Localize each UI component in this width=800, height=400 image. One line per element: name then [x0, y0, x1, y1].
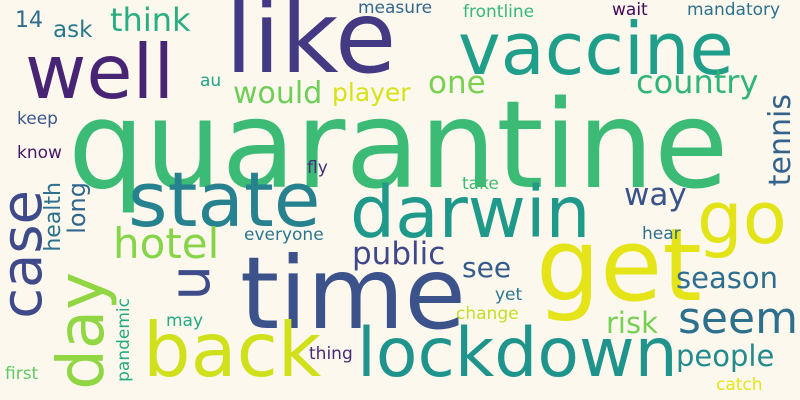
- word-ask: ask: [53, 17, 93, 43]
- word-know: know: [17, 143, 62, 163]
- word-yet: yet: [495, 285, 523, 305]
- word-may: may: [166, 311, 204, 331]
- word-health: health: [41, 182, 66, 252]
- word-season: season: [676, 261, 778, 295]
- word-14: 14: [15, 8, 43, 33]
- word-long: long: [63, 182, 91, 234]
- word-risk: risk: [606, 306, 658, 340]
- word-catch: catch: [716, 375, 763, 395]
- word-seem: seem: [678, 293, 798, 344]
- word-first: first: [5, 364, 39, 384]
- word-u: u: [158, 265, 223, 301]
- word-public: public: [352, 236, 446, 272]
- word-think: think: [110, 1, 191, 39]
- word-get: get: [536, 206, 702, 324]
- word-au: au: [200, 71, 222, 91]
- word-darwin: darwin: [350, 171, 591, 254]
- word-change: change: [456, 304, 519, 324]
- word-vaccine: vaccine: [458, 7, 734, 91]
- word-well: well: [25, 28, 175, 116]
- word-player: player: [332, 78, 411, 107]
- word-measure: measure: [358, 0, 433, 18]
- word-people: people: [676, 339, 775, 373]
- word-day: day: [45, 272, 119, 390]
- word-would: would: [233, 76, 323, 111]
- word-go: go: [697, 176, 787, 260]
- word-time: time: [240, 235, 466, 352]
- word-wait: wait: [612, 0, 648, 20]
- word-everyone: everyone: [244, 225, 324, 245]
- word-way: way: [624, 177, 687, 213]
- word-state: state: [128, 155, 321, 244]
- word-hear: hear: [642, 224, 681, 244]
- word-tennis: tennis: [763, 94, 798, 187]
- word-one: one: [428, 65, 486, 101]
- word-frontline: frontline: [463, 2, 535, 22]
- word-mandatory: mandatory: [687, 0, 781, 20]
- word-see: see: [462, 251, 512, 284]
- word-lockdown: lockdown: [357, 314, 678, 393]
- word-hotel: hotel: [113, 219, 220, 268]
- word-fly: fly: [307, 158, 328, 178]
- word-quarantine: quarantine: [68, 75, 729, 216]
- word-back: back: [143, 306, 322, 394]
- word-keep: keep: [17, 109, 58, 129]
- word-take: take: [462, 174, 499, 194]
- word-thing: thing: [309, 344, 353, 364]
- word-like: like: [225, 0, 397, 96]
- word-country: country: [636, 63, 759, 101]
- word-pandemic: pandemic: [114, 298, 134, 382]
